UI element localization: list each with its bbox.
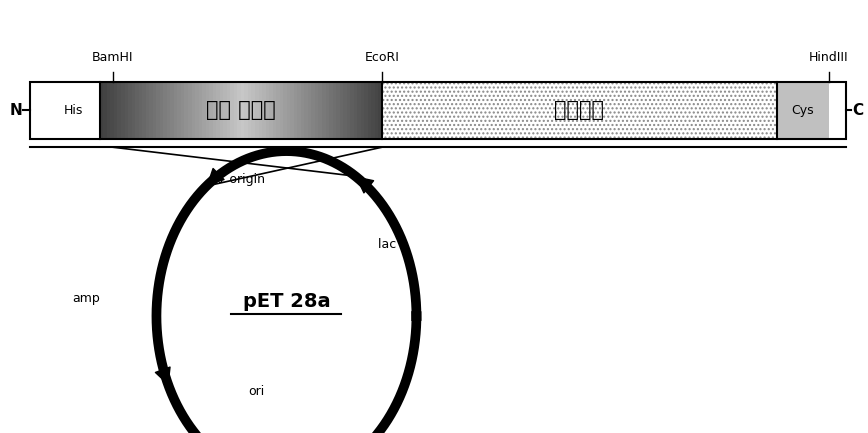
Text: N: N [10,103,22,118]
Bar [293,82,299,139]
Bar [375,82,379,139]
Text: ori: ori [248,385,264,398]
Bar [252,82,256,139]
Bar [343,82,348,139]
Bar [167,82,171,139]
Bar [163,82,168,139]
Text: HindIII: HindIII [809,51,849,64]
Text: amp: amp [72,292,100,305]
Bar [195,82,200,139]
Bar [332,82,337,139]
Text: His: His [64,104,83,117]
Bar [160,82,164,139]
Bar [128,82,133,139]
Bar [326,82,330,139]
Bar [286,82,292,139]
Bar [227,82,231,139]
Text: BamHI: BamHI [92,51,134,64]
Bar [329,82,333,139]
Bar [350,82,355,139]
Bar [290,82,295,139]
Bar [312,82,316,139]
Bar [368,82,372,139]
Bar [315,82,319,139]
Text: f1 origin: f1 origin [213,173,265,186]
Bar [181,82,186,139]
Text: Cys: Cys [792,104,814,117]
Bar [100,82,104,139]
Bar [230,82,235,139]
Bar [114,82,118,139]
Bar [142,82,147,139]
Bar [216,82,220,139]
Bar [279,82,284,139]
Bar [266,82,270,139]
Bar [283,82,287,139]
Bar [103,82,108,139]
Bar [382,82,777,139]
Bar [319,82,323,139]
Bar [273,82,277,139]
Bar [107,82,111,139]
Text: EcoRI: EcoRI [365,51,399,64]
Bar [156,82,161,139]
Bar [202,82,207,139]
Bar [262,82,266,139]
Bar [245,82,249,139]
Bar [777,82,829,139]
Bar [276,82,280,139]
Bar [174,82,179,139]
Text: lac I: lac I [378,238,404,251]
Bar [361,82,365,139]
Bar [308,82,312,139]
Bar [297,82,302,139]
Bar [121,82,126,139]
Bar [346,82,352,139]
Bar [132,82,136,139]
Bar [48,82,100,139]
Bar [170,82,174,139]
Bar [213,82,217,139]
Bar [237,82,242,139]
Bar [192,82,196,139]
Text: pET 28a: pET 28a [243,291,330,310]
Bar [259,82,263,139]
Bar [124,82,129,139]
Bar [378,82,383,139]
Bar [322,82,326,139]
Text: C: C [852,103,863,118]
Bar [233,82,239,139]
Text: 페레독싨: 페레독싨 [555,100,604,120]
Bar [220,82,224,139]
Bar [365,82,369,139]
Text: 중합 도메인: 중합 도메인 [206,100,276,120]
Bar [135,82,140,139]
Bar [117,82,122,139]
Bar [223,82,227,139]
Bar [110,82,115,139]
Bar [248,82,253,139]
Bar [241,82,246,139]
Bar [149,82,154,139]
Bar [269,82,273,139]
Bar [301,82,306,139]
Bar [30,82,846,139]
Bar [199,82,203,139]
Bar [139,82,143,139]
Bar [177,82,182,139]
Bar [372,82,376,139]
Bar [188,82,193,139]
Bar [339,82,344,139]
Bar [209,82,214,139]
Bar [146,82,150,139]
Bar [255,82,260,139]
Bar [358,82,362,139]
Bar [354,82,358,139]
Bar [305,82,309,139]
Bar [185,82,189,139]
Bar [206,82,210,139]
Bar [153,82,157,139]
Bar [336,82,340,139]
